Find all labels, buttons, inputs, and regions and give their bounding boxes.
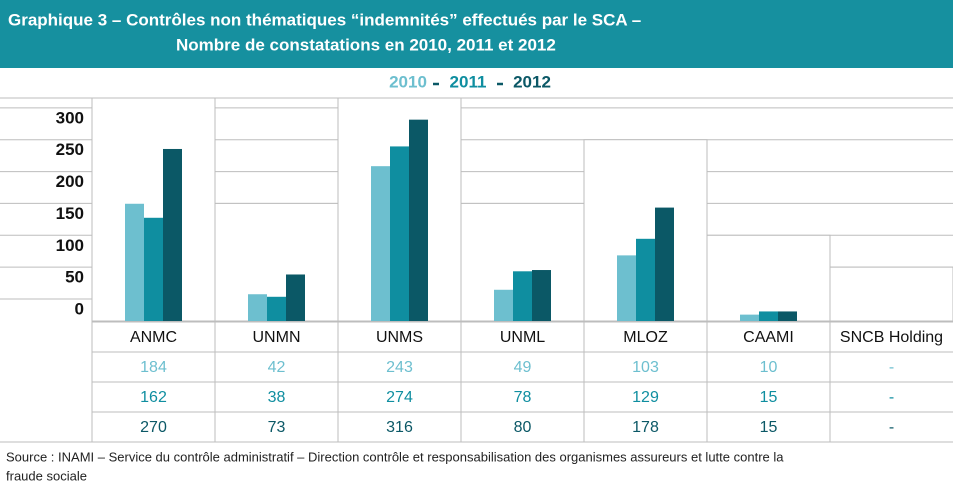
bar (144, 217, 163, 321)
x-tick-label: UNMN (253, 329, 301, 346)
header (0, 0, 953, 68)
bar (409, 119, 428, 321)
table-value: 129 (632, 389, 659, 406)
bar (513, 271, 532, 321)
bar (778, 311, 797, 321)
bar (617, 255, 636, 321)
bar (125, 203, 144, 321)
y-tick-label: 100 (56, 236, 84, 255)
x-tick-label: UNMS (376, 329, 423, 346)
bar (636, 238, 655, 321)
source-note: fraude sociale (6, 468, 87, 483)
category-box (829, 266, 953, 322)
table-value: - (889, 419, 894, 436)
bar (163, 148, 182, 321)
table-value: 270 (140, 419, 167, 436)
y-tick-label: 0 (75, 299, 84, 318)
table-value: 184 (140, 359, 167, 376)
y-tick-label: 50 (65, 268, 84, 287)
bar (371, 166, 390, 321)
bar (759, 311, 778, 321)
x-tick-label: SNCB Holding (840, 329, 943, 346)
y-tick-label: 250 (56, 140, 84, 159)
table-value: 243 (386, 359, 413, 376)
table-value: 162 (140, 389, 167, 406)
y-tick-label: 150 (56, 204, 84, 223)
table-value: 38 (268, 389, 286, 406)
table-value: 274 (386, 389, 413, 406)
legend-label: 2011 (450, 72, 487, 91)
table-value: - (889, 389, 894, 406)
chart-title: Nombre de constatations en 2010, 2011 et… (176, 35, 556, 54)
table-value: 42 (268, 359, 286, 376)
table-value: 15 (760, 419, 778, 436)
y-tick-label: 300 (56, 108, 84, 127)
legend-label: 2012 (513, 72, 551, 91)
table-value: 80 (514, 419, 532, 436)
table-value: 49 (514, 359, 532, 376)
bar (532, 270, 551, 321)
table-value: 178 (632, 419, 659, 436)
table-value: 15 (760, 389, 778, 406)
chart-title: Graphique 3 – Contrôles non thématiques … (8, 10, 641, 29)
table-value: 103 (632, 359, 659, 376)
bar (740, 314, 759, 321)
table-value: 78 (514, 389, 532, 406)
bar (390, 146, 409, 321)
x-tick-label: UNML (500, 329, 545, 346)
x-tick-label: MLOZ (623, 329, 668, 346)
table-value: - (889, 359, 894, 376)
table-value: 316 (386, 419, 413, 436)
x-tick-label: ANMC (130, 329, 177, 346)
source-note: Source : INAMI – Service du contrôle adm… (6, 449, 784, 464)
table-value: 73 (268, 419, 286, 436)
bar (494, 289, 513, 321)
category-box (706, 234, 831, 322)
bar (248, 294, 267, 321)
y-tick-label: 200 (56, 172, 84, 191)
bar (267, 296, 286, 321)
legend-label: 2010 (389, 72, 427, 91)
bar (286, 274, 305, 321)
bar (655, 207, 674, 321)
x-tick-label: CAAMI (743, 329, 794, 346)
table-value: 10 (760, 359, 778, 376)
